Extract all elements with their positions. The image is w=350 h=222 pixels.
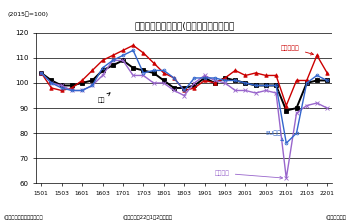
Text: (資料）財務省「貿易統計」: (資料）財務省「貿易統計」 (4, 215, 43, 220)
Title: 地域別輸出数量指数(季節調整値）の推移: 地域別輸出数量指数(季節調整値）の推移 (134, 22, 234, 31)
Text: EU向け: EU向け (266, 130, 284, 141)
Text: (2015年=100): (2015年=100) (7, 11, 48, 17)
Text: (年・四半期）: (年・四半期） (326, 215, 346, 220)
Text: 米国向け: 米国向け (215, 170, 282, 179)
Text: アジア向け: アジア向け (281, 45, 313, 55)
Text: (注）直近は22年1、2月の平均: (注）直近は22年1、2月の平均 (122, 215, 173, 220)
Text: 全体: 全体 (97, 93, 110, 103)
